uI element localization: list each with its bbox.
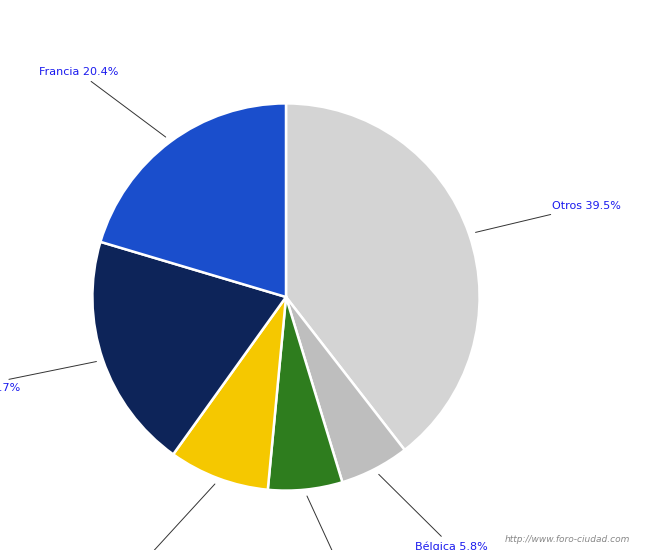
Text: Bélgica 5.8%: Bélgica 5.8% <box>379 474 488 550</box>
Text: http://www.foro-ciudad.com: http://www.foro-ciudad.com <box>505 536 630 544</box>
Wedge shape <box>101 103 286 297</box>
Text: Alemania 8.4%: Alemania 8.4% <box>103 484 215 550</box>
Text: Francia 20.4%: Francia 20.4% <box>39 67 166 137</box>
Wedge shape <box>173 297 286 490</box>
Text: Países Bajos 19.7%: Países Bajos 19.7% <box>0 361 96 393</box>
Wedge shape <box>286 297 405 482</box>
Text: Otros 39.5%: Otros 39.5% <box>476 201 621 233</box>
Text: Italia 6.2%: Italia 6.2% <box>307 496 374 550</box>
Text: La Carolina - Turistas extranjeros según país - Octubre de 2024: La Carolina - Turistas extranjeros según… <box>93 13 557 29</box>
Wedge shape <box>286 103 480 450</box>
Wedge shape <box>92 242 286 454</box>
Wedge shape <box>268 297 343 491</box>
